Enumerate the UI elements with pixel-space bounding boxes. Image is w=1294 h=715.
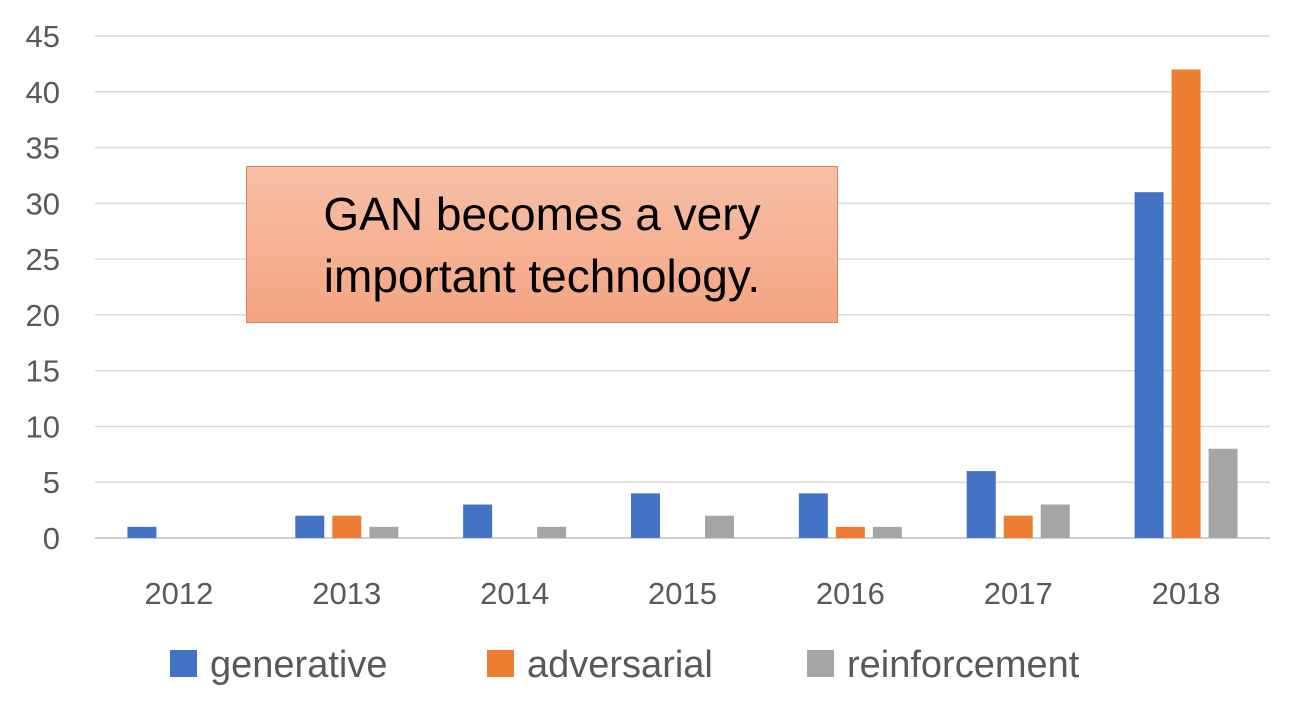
bar-reinforcement-2013 [369,526,399,538]
x-tick-label: 2018 [1152,576,1221,611]
legend-label-reinforcement: reinforcement [847,644,1080,686]
bar-adversarial-2013 [332,515,362,538]
y-tick-label: 30 [26,186,60,221]
bar-reinforcement-2018 [1208,448,1238,538]
y-tick-label: 10 [26,409,60,444]
x-axis-ticks: 2012 2013 2014 2015 2016 2017 2018 [144,576,1220,611]
bar-reinforcement-2015 [705,515,734,538]
y-tick-label: 35 [26,131,60,166]
x-tick-label: 2013 [312,576,381,611]
bar-adversarial-2017 [1003,515,1033,538]
legend-label-generative: generative [210,644,387,686]
bar-adversarial-2018 [1171,69,1201,538]
y-tick-label: 5 [43,465,60,500]
legend-swatch-adversarial [487,650,514,677]
bar-generative-2015 [631,493,660,538]
y-tick-label: 45 [26,19,60,54]
bar-generative-2012 [127,526,157,538]
legend-swatch-generative [170,650,197,677]
bar-generative-2014 [463,504,493,538]
y-tick-label: 0 [43,521,60,556]
x-tick-label: 2015 [648,576,717,611]
bar-generative-2016 [798,493,828,538]
bars [127,69,1238,538]
annotation-line-1: GAN becomes a very [323,187,761,240]
bar-reinforcement-2016 [872,526,902,538]
legend-swatch-reinforcement [807,650,834,677]
y-tick-label: 40 [26,75,60,110]
bar-generative-2018 [1134,192,1164,538]
legend: generative adversarial reinforcement [170,644,1080,686]
annotation-callout: GAN becomes a very important technology. [246,166,838,323]
legend-label-adversarial: adversarial [527,644,713,686]
y-tick-label: 25 [26,242,60,277]
x-tick-label: 2017 [984,576,1053,611]
y-axis-ticks: 0 5 10 15 20 25 30 35 40 45 [26,19,60,556]
annotation-line-2: important technology. [323,249,761,302]
y-tick-label: 15 [26,354,60,389]
y-tick-label: 20 [26,298,60,333]
bar-adversarial-2016 [835,526,865,538]
x-tick-label: 2014 [480,576,549,611]
x-tick-label: 2016 [816,576,885,611]
bar-reinforcement-2017 [1040,504,1070,538]
x-tick-label: 2012 [144,576,213,611]
bar-generative-2017 [966,471,996,538]
bar-reinforcement-2014 [537,526,567,538]
bar-generative-2013 [295,515,325,538]
